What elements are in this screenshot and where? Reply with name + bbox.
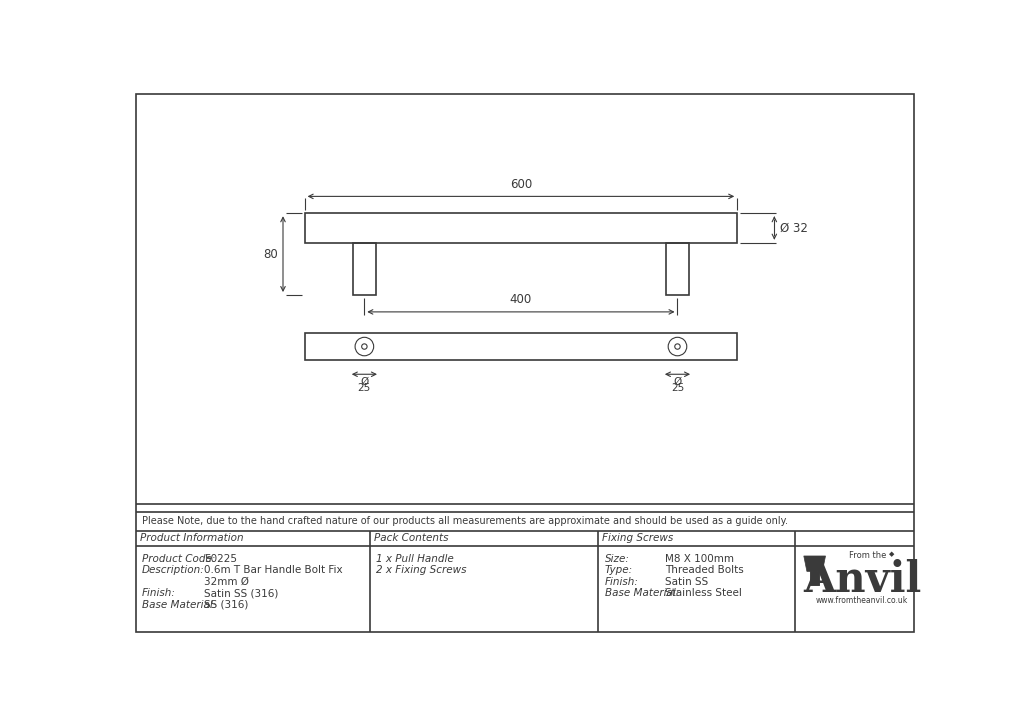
Text: M8 X 100mm: M8 X 100mm [665, 554, 734, 564]
Text: Ø 32: Ø 32 [779, 221, 808, 234]
Bar [352, 242, 376, 295]
Text: Stainless Steel: Stainless Steel [665, 588, 742, 598]
Text: Satin SS (316): Satin SS (316) [204, 588, 279, 598]
Text: Finish:: Finish: [142, 588, 176, 598]
Text: 400: 400 [510, 293, 532, 306]
Text: 50225: 50225 [204, 554, 237, 564]
Text: Ø: Ø [674, 377, 682, 387]
Text: 32mm Ø: 32mm Ø [204, 577, 249, 587]
Text: 1 x Pull Handle: 1 x Pull Handle [376, 554, 454, 564]
Text: 600: 600 [510, 178, 532, 191]
Text: From the: From the [850, 551, 887, 560]
Text: 25: 25 [357, 383, 371, 393]
Text: 0.6m T Bar Handle Bolt Fix: 0.6m T Bar Handle Bolt Fix [204, 565, 343, 575]
Text: Description:: Description: [142, 565, 205, 575]
Polygon shape [804, 556, 825, 572]
Text: Threaded Bolts: Threaded Bolts [665, 565, 743, 575]
Text: Product Code:: Product Code: [142, 554, 215, 564]
Text: Size:: Size: [604, 554, 630, 564]
Text: Satin SS: Satin SS [665, 577, 709, 587]
Text: Finish:: Finish: [604, 577, 639, 587]
Text: SS (316): SS (316) [204, 600, 249, 610]
Text: www.fromtheanvil.co.uk: www.fromtheanvil.co.uk [816, 596, 908, 605]
Bar [305, 333, 737, 360]
Text: Anvil: Anvil [803, 559, 921, 601]
Text: Fixing Screws: Fixing Screws [602, 533, 674, 544]
Text: 2 x Fixing Screws: 2 x Fixing Screws [376, 565, 467, 575]
Text: 25: 25 [671, 383, 684, 393]
Text: 80: 80 [263, 247, 279, 261]
Text: Base Material:: Base Material: [604, 588, 679, 598]
Bar [305, 214, 737, 242]
Bar [810, 572, 819, 585]
Bar [810, 572, 819, 585]
Text: Product Information: Product Information [139, 533, 244, 544]
Text: Please Note, due to the hand crafted nature of our products all measurements are: Please Note, due to the hand crafted nat… [142, 516, 787, 526]
Text: ◆: ◆ [889, 551, 894, 557]
Bar [666, 242, 689, 295]
Text: Ø: Ø [360, 377, 369, 387]
Text: Type:: Type: [604, 565, 633, 575]
Text: Base Material:: Base Material: [142, 600, 216, 610]
Text: Pack Contents: Pack Contents [374, 533, 449, 544]
